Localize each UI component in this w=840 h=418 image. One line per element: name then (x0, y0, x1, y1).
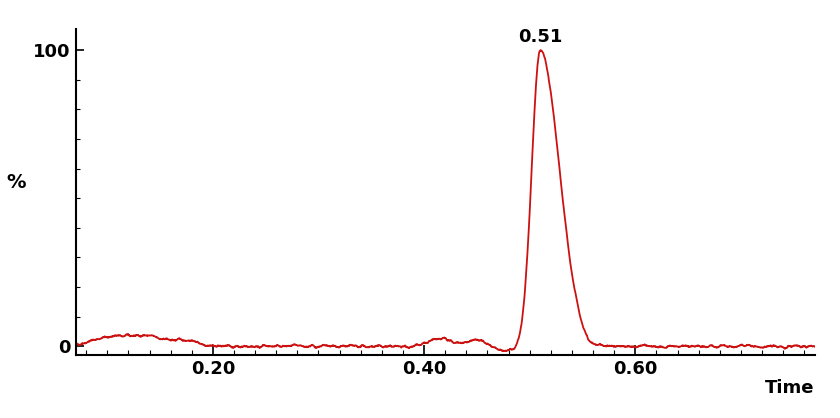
Text: 0.51: 0.51 (518, 28, 563, 46)
Y-axis label: %: % (7, 173, 26, 192)
Text: Time: Time (765, 379, 815, 397)
